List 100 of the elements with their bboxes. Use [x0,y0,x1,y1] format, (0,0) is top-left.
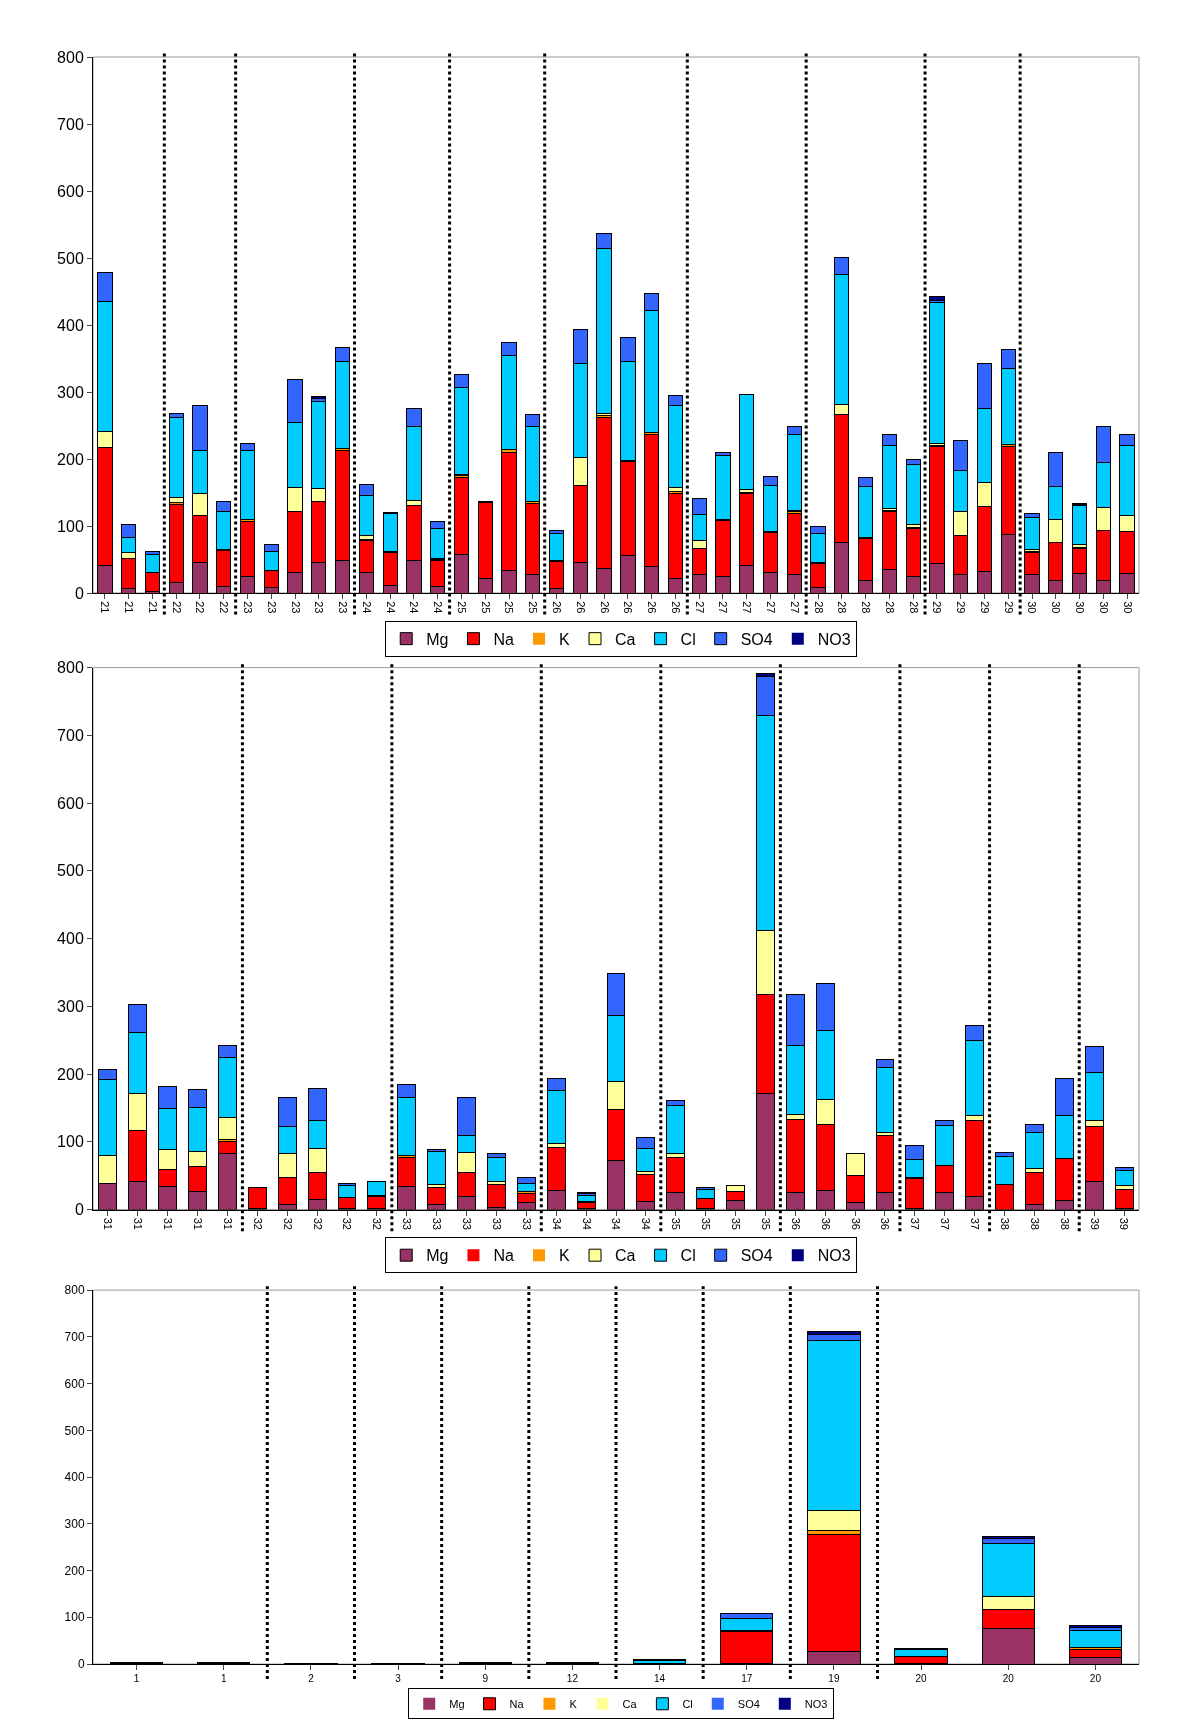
x-tick-label: 36 [879,1217,892,1230]
x-tick-label: 25 [503,601,516,614]
x-tick-label: 29 [1002,601,1015,614]
x-tick-label: 39 [1118,1217,1131,1230]
x-tick-label: 34 [640,1217,653,1230]
legend-label: NO3 [817,630,851,648]
x-tick-label: 20 [915,1673,928,1684]
y-tick-label: 100 [64,1610,85,1625]
x-tick-label: 34 [580,1217,593,1230]
y-tick-label: 200 [57,1065,84,1083]
y-tick-label: 300 [64,1516,85,1531]
legend-label: SO4 [737,1698,760,1711]
x-tick-label: 34 [550,1217,563,1230]
x-tick-label: 35 [700,1217,713,1230]
x-tick-label: 35 [670,1217,683,1230]
y-tick-label: 200 [64,1563,85,1578]
x-tick-label: 33 [460,1217,473,1230]
x-tick-label: 25 [479,601,492,614]
x-tick-label: 28 [907,601,920,614]
x-tick-label: 26 [550,601,563,614]
x-tick-label: 32 [371,1217,384,1230]
legend-label: Mg [449,1698,465,1711]
legend-label: SO4 [740,1247,773,1265]
legend-label: NO3 [804,1698,828,1711]
x-tick-label: 30 [1050,601,1063,614]
x-tick-label: 27 [693,601,706,614]
x-tick-label: 32 [311,1217,324,1230]
y-tick-label: 700 [57,115,84,133]
x-tick-label: 26 [646,601,659,614]
x-tick-label: 24 [408,601,421,614]
x-tick-label: 38 [1028,1217,1041,1230]
x-tick-label: 23 [265,601,278,614]
x-tick-label: 38 [1058,1217,1071,1230]
x-tick-label: 24 [360,601,373,614]
x-tick-label: 22 [194,601,207,614]
x-tick-label: 34 [610,1217,623,1230]
x-tick-label: 28 [883,601,896,614]
x-tick-label: 35 [729,1217,742,1230]
x-tick-label: 19 [828,1673,840,1684]
x-tick-label: 26 [574,601,587,614]
y-tick-label: 600 [64,1376,85,1391]
x-tick-label: 32 [341,1217,354,1230]
x-tick-label: 21 [123,601,136,614]
y-tick-label: 100 [57,517,84,535]
x-tick-label: 27 [764,601,777,614]
y-tick-label: 0 [77,1657,85,1672]
x-tick-label: 32 [251,1217,264,1230]
y-tick-label: 0 [74,1201,84,1219]
x-tick-label: 31 [102,1217,115,1230]
x-tick-label: 35 [759,1217,772,1230]
x-tick-label: 39 [1088,1217,1101,1230]
y-tick-label: 600 [57,794,84,812]
x-tick-label: 26 [598,601,611,614]
y-tick-label: 600 [57,182,84,200]
x-tick-label: 30 [1073,601,1086,614]
legend-label: Na [509,1698,525,1711]
legend-label: Ca [622,1698,638,1711]
x-tick-label: 23 [313,601,326,614]
x-tick-label: 1 [220,1673,227,1684]
x-tick-label: 36 [789,1217,802,1230]
x-tick-label: 22 [170,601,183,614]
x-tick-label: 17 [741,1673,753,1684]
y-tick-label: 300 [57,997,84,1015]
y-tick-label: 800 [57,659,84,677]
y-tick-label: 0 [74,584,84,602]
y-tick-label: 400 [57,930,84,948]
x-tick-label: 32 [281,1217,294,1230]
x-tick-label: 30 [1097,601,1110,614]
x-tick-label: 29 [931,601,944,614]
y-tick-label: 300 [57,383,84,401]
x-tick-label: 26 [622,601,635,614]
y-tick-label: 700 [57,726,84,744]
x-tick-label: 25 [527,601,540,614]
x-tick-label: 28 [860,601,873,614]
y-tick-label: 700 [64,1330,85,1345]
legend-label: K [559,630,571,648]
x-tick-label: 37 [909,1217,922,1230]
legend-label: Mg [426,1247,449,1265]
legend-label: Mg [426,630,449,648]
x-tick-label: 33 [431,1217,444,1230]
x-tick-label: 27 [741,601,754,614]
x-tick-label: 33 [490,1217,503,1230]
x-tick-label: 37 [969,1217,982,1230]
x-tick-label: 37 [939,1217,952,1230]
y-tick-label: 500 [57,862,84,880]
x-tick-label: 28 [812,601,825,614]
y-tick-label: 200 [57,450,84,468]
x-tick-label: 1 [133,1673,140,1684]
legend-label: NO3 [817,1247,851,1265]
x-tick-label: 36 [849,1217,862,1230]
legend-label: Cl [680,1247,696,1265]
y-tick-label: 100 [57,1133,84,1151]
x-tick-label: 21 [99,601,112,614]
y-tick-label: 800 [64,1283,85,1298]
x-tick-label: 24 [384,601,397,614]
x-tick-label: 2 [308,1673,315,1684]
legend-label: Ca [615,630,636,648]
x-tick-label: 3 [395,1673,402,1684]
legend-label: K [569,1698,578,1711]
x-tick-label: 24 [432,601,445,614]
